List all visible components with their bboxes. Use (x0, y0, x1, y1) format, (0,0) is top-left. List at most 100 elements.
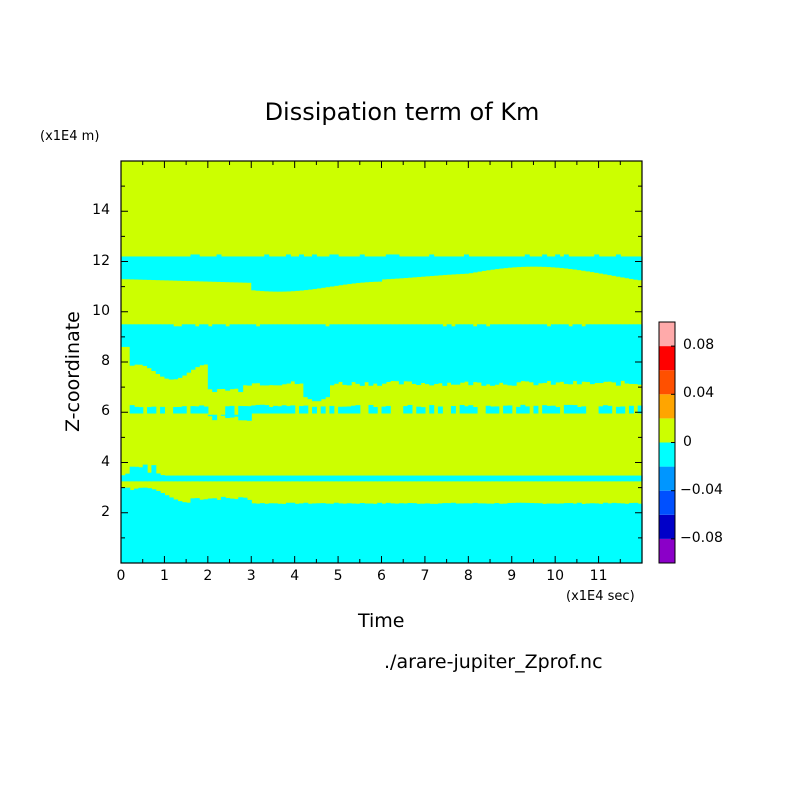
band-negative-lower-thin-cell (329, 475, 335, 482)
band-negative-mid-patchy-cell (225, 406, 231, 419)
band-negative-mid-patchy-cell (346, 406, 352, 414)
band-negative-upper-cell (537, 324, 543, 384)
band-negative-mid-patchy-cell (251, 405, 257, 414)
band-negative-bottom-cell (342, 503, 348, 563)
band-negative-top-cell (381, 256, 387, 280)
band-negative-lower-thin-cell (424, 475, 430, 482)
colorbar-segment (659, 322, 675, 347)
band-negative-upper-cell (229, 324, 235, 390)
colorbar-tick-label: −0.04 (680, 481, 723, 498)
y-unit-label: (x1E4 m) (40, 129, 100, 144)
band-negative-mid-patchy-cell (338, 406, 344, 414)
band-negative-lower-thin-cell (511, 475, 517, 482)
band-negative-upper-cell (429, 324, 435, 386)
band-negative-top-cell (307, 256, 313, 290)
band-negative-lower-thin-cell (168, 475, 174, 482)
colorbar-tick-label: 0 (683, 433, 692, 450)
band-negative-upper-cell (637, 324, 643, 385)
band-negative-bottom-cell (420, 503, 426, 563)
band-negative-bottom-cell (121, 487, 126, 563)
band-negative-lower-thin-cell (611, 475, 617, 482)
band-negative-mid-patchy-cell (281, 405, 287, 414)
band-negative-top-cell (268, 256, 274, 292)
band-negative-upper-cell (212, 324, 218, 393)
y-tick-label: 12 (92, 252, 110, 269)
band-negative-bottom-cell (264, 503, 270, 563)
band-negative-top-cell (372, 256, 378, 282)
band-negative-upper-cell (563, 324, 569, 384)
band-negative-top-cell (463, 254, 469, 274)
band-negative-upper-cell (628, 324, 634, 384)
band-negative-lower-thin-cell (359, 475, 365, 482)
band-negative-mid-patchy-cell (416, 406, 422, 414)
band-negative-upper-cell (472, 326, 478, 383)
y-ticks (121, 185, 642, 539)
band-negative-lower-thin-cell (259, 475, 265, 482)
band-negative-lower-thin-cell (398, 475, 404, 482)
band-negative-lower-thin-cell (229, 475, 235, 482)
band-negative-upper-cell (338, 324, 344, 382)
band-negative-bottom-cell (272, 503, 278, 563)
band-negative-lower-thin-cell (559, 475, 565, 482)
x-unit-label: (x1E4 sec) (566, 589, 635, 604)
band-negative-top-cell (442, 256, 448, 276)
band-negative-top-cell (142, 256, 148, 280)
band-negative-upper-cell (394, 324, 400, 382)
band-negative-upper-cell (151, 324, 157, 371)
band-negative-bottom-cell (459, 503, 465, 563)
band-negative-lower-thin-cell (581, 475, 587, 482)
band-negative-top-cell (212, 256, 218, 282)
band-negative-upper-cell (173, 326, 179, 380)
band-negative-top-cell (628, 256, 634, 279)
band-negative-upper-cell (390, 324, 396, 382)
band-negative-upper-cell (155, 324, 161, 374)
band-negative-mid-patchy-cell (524, 406, 530, 414)
band-negative-bottom-cell (147, 488, 152, 563)
band-negative-bottom-cell (581, 503, 587, 563)
band-negative-lower-thin-cell (212, 475, 218, 482)
band-negative-top-cell (598, 256, 604, 274)
band-negative-bottom-cell (129, 490, 135, 563)
band-negative-top-cell (121, 256, 126, 280)
band-negative-mid-patchy-cell (151, 406, 157, 414)
band-negative-lower-thin-cell (272, 475, 278, 482)
band-negative-bottom-cell (385, 502, 391, 563)
band-negative-lower-thin-cell (203, 475, 209, 482)
band-negative-mid-patchy-cell (607, 405, 613, 414)
band-negative-upper-cell (559, 324, 565, 382)
band-negative-upper-cell (572, 324, 578, 382)
band-negative-lower-thin-cell (268, 475, 274, 482)
band-negative-bottom-cell (268, 503, 274, 563)
band-negative-mid-patchy-cell (272, 405, 278, 414)
band-negative-mid-patchy-cell (194, 406, 200, 414)
band-negative-lower-thin-cell (333, 475, 339, 482)
band-negative-top-cell (377, 256, 383, 282)
band-negative-lower-thin-cell (524, 475, 530, 482)
band-negative-lower-thin-cell (364, 475, 370, 482)
band-negative-upper-cell (516, 324, 522, 383)
band-negative-bottom-cell (359, 502, 365, 563)
band-negative-upper-cell (420, 324, 426, 383)
band-negative-lower-thin-cell (325, 475, 330, 482)
band-negative-lower-thin-cell (238, 475, 244, 482)
band-negative-mid-patchy-cell (342, 406, 348, 414)
band-negative-lower-thin-cell (437, 475, 443, 482)
band-negative-top-cell (637, 256, 643, 281)
band-negative-upper-cell (125, 324, 131, 347)
band-negative-top-cell (272, 256, 278, 292)
band-negative-lower-thin-cell (572, 475, 578, 482)
band-negative-mid-patchy-cell (568, 404, 574, 414)
band-negative-lower-thin-cell (186, 475, 192, 482)
colorbar-tick-label: 0.08 (683, 337, 715, 354)
band-negative-lower-thin-cell (147, 472, 152, 482)
band-negative-bottom-cell (468, 503, 474, 563)
band-negative-upper-cell (325, 326, 330, 398)
band-negative-bottom-cell (164, 495, 170, 563)
band-negative-lower-thin-cell (368, 475, 374, 482)
band-negative-lower-thin-cell (142, 464, 148, 482)
band-negative-bottom-cell (285, 502, 291, 563)
y-tick-label: 14 (92, 202, 110, 219)
band-negative-top-cell (320, 256, 326, 288)
band-negative-mid-patchy-cell (450, 405, 456, 414)
band-negative-top-cell (342, 256, 348, 285)
